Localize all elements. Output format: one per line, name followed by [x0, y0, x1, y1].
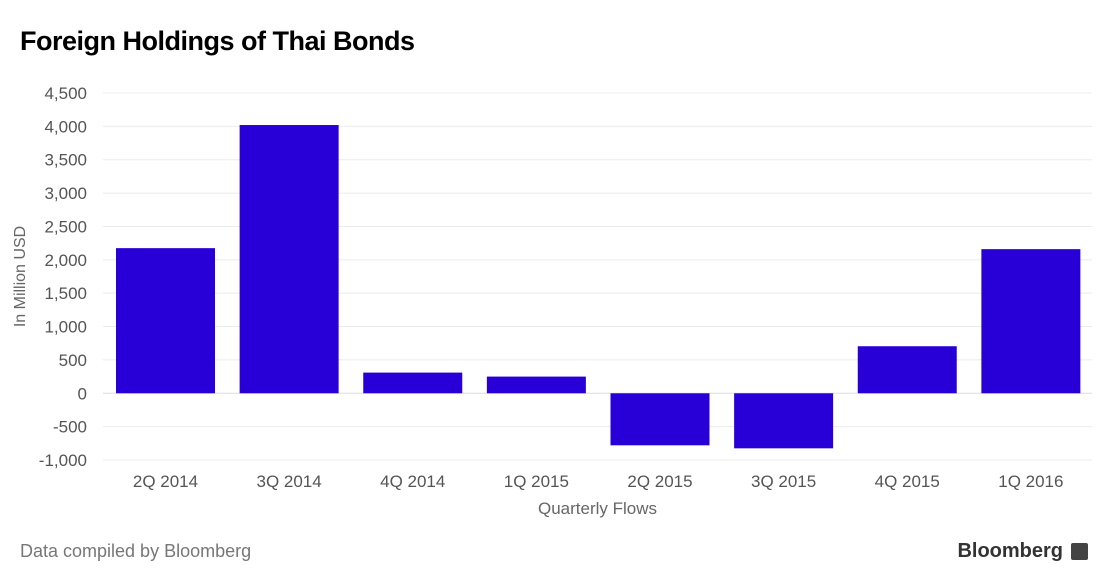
x-tick-label: 3Q 2014 — [257, 472, 322, 491]
bar — [981, 249, 1081, 394]
bar — [486, 376, 586, 394]
x-tick-label: 4Q 2015 — [875, 472, 940, 491]
bar — [857, 346, 957, 394]
x-tick-label: 4Q 2014 — [380, 472, 445, 491]
source-note: Data compiled by Bloomberg — [20, 541, 252, 561]
bloomberg-chart-icon — [1071, 543, 1088, 560]
bar — [363, 372, 463, 394]
y-tick-label: 2,500 — [44, 217, 87, 236]
y-tick-label: 1,000 — [44, 318, 87, 337]
chart-title: Foreign Holdings of Thai Bonds — [20, 26, 415, 56]
y-axis-label: In Million USD — [12, 226, 29, 327]
bar — [239, 125, 339, 394]
x-tick-label: 1Q 2015 — [504, 472, 569, 491]
x-tick-label: 3Q 2015 — [751, 472, 816, 491]
x-tick-label: 2Q 2015 — [627, 472, 692, 491]
y-tick-label: 4,500 — [44, 84, 87, 103]
y-tick-label: 0 — [78, 384, 87, 403]
y-tick-label: 2,000 — [44, 251, 87, 270]
bar — [734, 393, 834, 449]
bar-chart: -1,000 -500 0 500 1,000 1,500 2,000 2,500 3,000 3… — [12, 84, 1092, 518]
bar — [610, 393, 710, 446]
y-tick-label: -1,000 — [39, 451, 87, 470]
y-tick-label: 4,000 — [44, 117, 87, 136]
bloomberg-logo: Bloomberg — [957, 540, 1088, 563]
bar — [116, 248, 215, 394]
y-tick-label: 1,500 — [44, 284, 87, 303]
x-tick-label: 2Q 2014 — [133, 472, 198, 491]
y-tick-label: 500 — [59, 351, 87, 370]
y-tick-label: -500 — [53, 418, 87, 437]
y-tick-label: 3,500 — [44, 151, 87, 170]
brand-name: Bloomberg — [957, 540, 1063, 562]
x-tick-label: 1Q 2016 — [998, 472, 1063, 491]
x-axis-label: Quarterly Flows — [538, 499, 657, 518]
y-tick-label: 3,000 — [44, 184, 87, 203]
